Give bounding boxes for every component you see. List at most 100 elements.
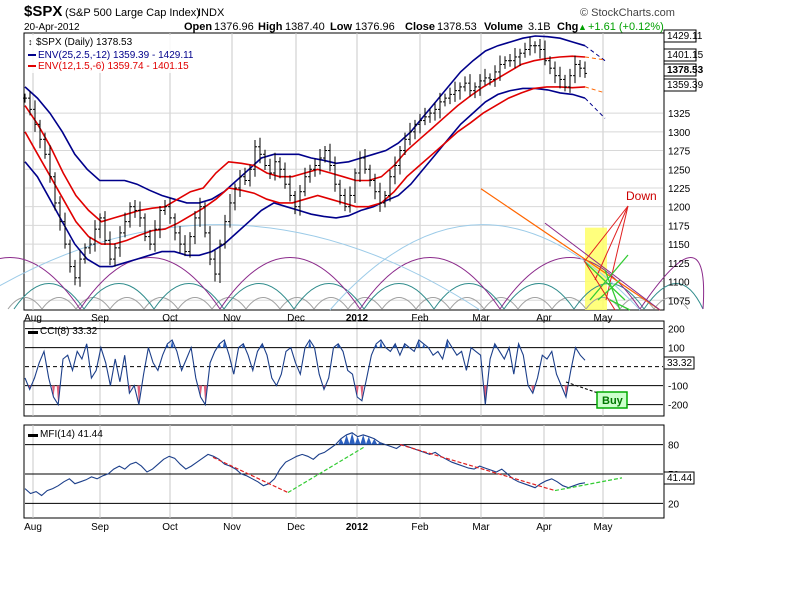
cci-badge-text: 33.32 [667, 358, 692, 369]
cci-overbought-fill [417, 340, 421, 348]
y-tick-label: 1150 [668, 240, 690, 251]
mfi-series-line [24, 432, 586, 497]
cci-series-line [24, 338, 586, 407]
cci-oversold-fill [56, 385, 60, 405]
red-cycle-line [584, 261, 616, 311]
buy-pointer-line [565, 381, 599, 394]
mfi-overbought-fill [338, 438, 345, 445]
cci-oversold-fill [564, 385, 568, 397]
cycle-arcs [0, 224, 705, 311]
cycle-arc-medium [573, 283, 645, 310]
x-tick-label: Dec [287, 522, 305, 533]
buy-badge [596, 391, 628, 409]
symbol-text: $SPX [24, 3, 62, 20]
badge-1429 [663, 29, 697, 43]
cycle-arc-small [653, 297, 689, 310]
cycle-arc-large [499, 257, 641, 310]
legend-env2: ENV(12,1.5,-6) 1359.74 - 1401.15 [38, 61, 189, 72]
cci-overbought-fill [379, 340, 383, 348]
y-tick-labels: 1075 1100 1125 1150 1175 1200 1225 1250 1275 1300… [668, 109, 691, 510]
legend-env1: ENV(25,2.5,-12) 1359.39 - 1429.11 [38, 50, 194, 61]
cycle-arc-medium [223, 283, 295, 310]
y-tick-label: 1100 [668, 278, 690, 289]
grid-lines [25, 33, 663, 518]
mfi-badge-text: 41.44 [667, 473, 692, 484]
cycle-arc-small [41, 297, 77, 310]
x-tick-label: Mar [472, 313, 490, 324]
mfi-overbought-fill [376, 442, 383, 445]
price-panel [23, 32, 665, 311]
cycle-arc-large [219, 257, 361, 310]
cycle-arc-xlarge [329, 224, 641, 311]
x-tick-label: 2012 [346, 522, 369, 533]
close-label: Close [405, 21, 435, 33]
mfi-trend-green [287, 446, 366, 494]
x-tick-label: Mar [472, 522, 490, 533]
cycle-arc-small [347, 297, 383, 310]
mfi-legend: MFI(14) 41.44 [40, 429, 103, 440]
y-tick-label: 1175 [668, 221, 690, 232]
cycle-arc-small [177, 297, 213, 310]
x-tick-label: Sep [91, 522, 109, 533]
x-tick-label: Feb [411, 522, 429, 533]
y-tick-label: 1225 [668, 184, 691, 195]
y-tick-label: 1325 [668, 109, 691, 120]
cycle-arc-medium [83, 283, 155, 310]
y-tick-label: 1200 [668, 203, 691, 214]
x-tick-label: Aug [24, 522, 42, 533]
y-tick-label: 1250 [668, 165, 691, 176]
high-label: High [258, 21, 283, 33]
envelope-projection [584, 97, 606, 119]
badge-1401-text: 1401.15 [667, 50, 704, 61]
x-tick-label: Dec [287, 313, 305, 324]
cci-overbought-fill [336, 343, 340, 348]
cci-legend-icon: ▬ [28, 326, 38, 337]
cycle-arc-xlarge [0, 224, 481, 311]
cci-overbought-fill [445, 340, 449, 348]
trend-line-orange [480, 188, 661, 311]
cycle-arc-small [517, 297, 553, 310]
low-value: 1376.96 [355, 21, 395, 33]
cycle-arc-small [7, 297, 43, 310]
cci-oversold-fill [531, 385, 535, 394]
chart-canvas: $SPX (S&P 500 Large Cap Index) INDX © St… [0, 3, 705, 533]
cci-oversold-fill [137, 385, 141, 405]
stock-chart: $SPX (S&P 500 Large Cap Index) INDX © St… [0, 3, 705, 533]
cycle-arc-small [415, 297, 451, 310]
cci-oversold-fill [483, 385, 487, 405]
mfi-overbought-fill [343, 434, 350, 445]
legend-price-icon: ↕ [28, 37, 33, 47]
cci-oversold-fill [355, 385, 359, 397]
trend-lines [480, 188, 661, 311]
chg-value: +1.61 (+0.12%) [588, 21, 664, 33]
green-cycle-line [597, 279, 621, 301]
down-arrow-line [583, 205, 629, 263]
cci-overbought-fill [422, 343, 426, 348]
buy-annotation: Buy [602, 395, 624, 407]
y-tick-label: 1275 [668, 147, 691, 158]
cci-overbought-fill [222, 340, 226, 348]
x-tick-label: 2012 [346, 313, 369, 324]
cycle-arc-small [551, 297, 587, 310]
green-cycle-line [584, 261, 626, 301]
price-bars [23, 36, 587, 287]
close-value: 1378.53 [437, 21, 477, 33]
cycle-arc-medium [13, 283, 85, 310]
open-value: 1376.96 [214, 21, 254, 33]
legend-price: $SPX (Daily) 1378.53 [36, 37, 133, 48]
x-tick-label: Apr [536, 313, 552, 324]
mfi-overbought-fill [349, 432, 356, 445]
index-name-text: (S&P 500 Large Cap Index) [65, 7, 200, 19]
cci-panel [23, 320, 665, 417]
badge-1401 [663, 48, 697, 62]
cycle-arc-small [483, 297, 519, 310]
cycle-arc-medium [433, 283, 505, 310]
trend-line-purple [544, 222, 661, 311]
x-tick-label: Apr [536, 522, 552, 533]
badge-1378 [663, 63, 697, 77]
cycle-arc-large [0, 257, 81, 310]
mfi-trend-red [212, 456, 289, 494]
low-label: Low [330, 21, 352, 33]
volume-label: Volume [484, 21, 523, 33]
cci-oversold-fill [203, 385, 207, 405]
